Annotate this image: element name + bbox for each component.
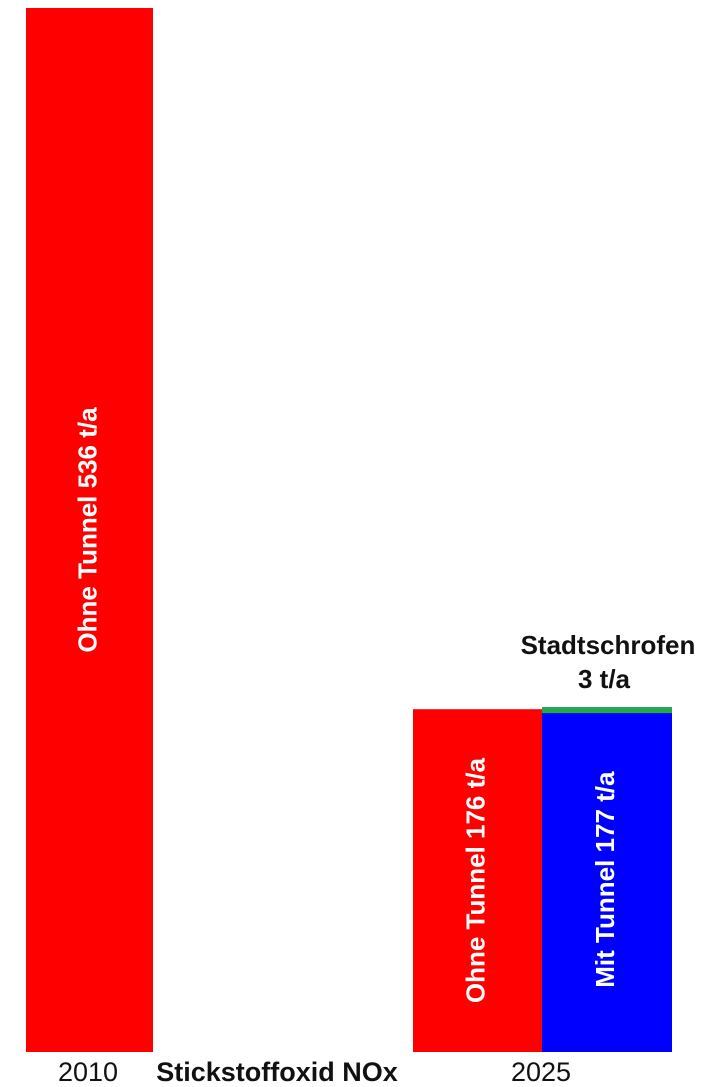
- bar-segment-stadtschrofen: [542, 707, 672, 714]
- pollutant-label: Stickstoffoxid NOx: [156, 1057, 398, 1087]
- category-label-2025: 2025: [511, 1057, 571, 1087]
- bar-2010-ohne-tunnel: [26, 8, 153, 1052]
- annotation-stadtschrofen-value: 3 t/a: [578, 664, 631, 694]
- annotation-stadtschrofen: Stadtschrofen: [521, 630, 696, 660]
- bar-label-2010-ohne-tunnel: Ohne Tunnel 536 t/a: [72, 407, 102, 653]
- bar-2025-ohne-tunnel: [413, 709, 542, 1052]
- bar-2025-mit-tunnel: [542, 707, 672, 1052]
- bar-label-2025-mit-tunnel: Mit Tunnel 177 t/a: [590, 771, 620, 988]
- bar-label-2025-ohne-tunnel: Ohne Tunnel 176 t/a: [460, 757, 490, 1003]
- category-label-2010: 2010: [58, 1057, 118, 1087]
